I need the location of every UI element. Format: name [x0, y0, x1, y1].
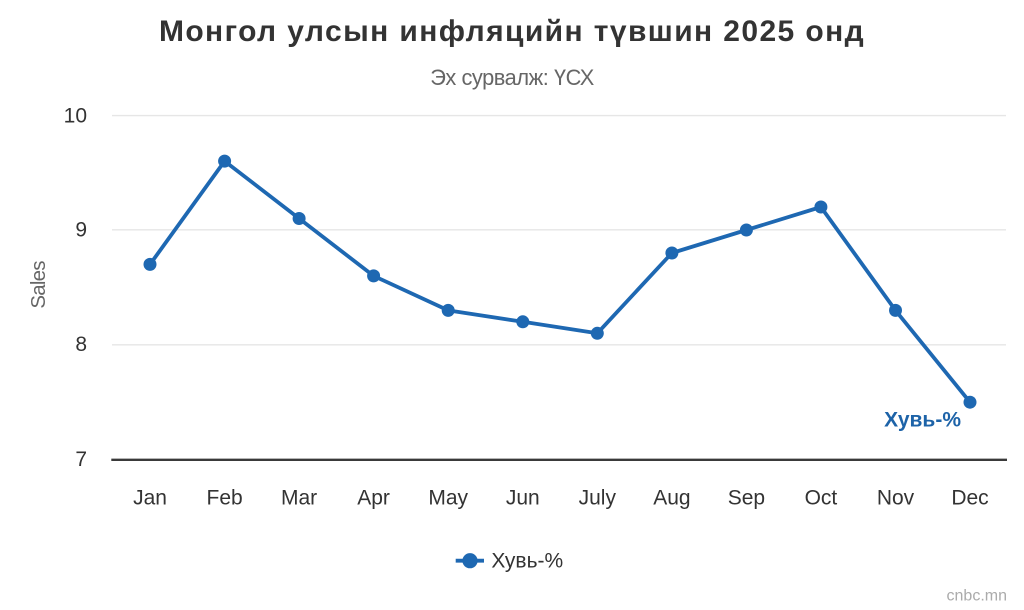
- svg-text:Oct: Oct: [805, 487, 838, 510]
- svg-text:9: 9: [75, 219, 87, 242]
- svg-text:Nov: Nov: [877, 487, 915, 510]
- svg-text:Aug: Aug: [653, 487, 690, 510]
- svg-text:Sep: Sep: [728, 487, 765, 510]
- svg-text:Jan: Jan: [133, 487, 167, 510]
- svg-text:Jun: Jun: [506, 487, 540, 510]
- svg-text:7: 7: [75, 448, 87, 471]
- svg-text:Хувь-%: Хувь-%: [884, 409, 961, 432]
- svg-text:Apr: Apr: [357, 487, 390, 510]
- svg-text:cnbc.mn: cnbc.mn: [947, 588, 1007, 605]
- svg-text:Sales: Sales: [27, 261, 50, 309]
- svg-text:8: 8: [75, 333, 87, 356]
- svg-text:Feb: Feb: [207, 487, 243, 510]
- svg-text:10: 10: [64, 104, 87, 127]
- svg-text:May: May: [428, 487, 468, 510]
- svg-text:Dec: Dec: [951, 487, 988, 510]
- svg-text:July: July: [579, 487, 617, 510]
- svg-text:Хувь-%: Хувь-%: [491, 550, 563, 573]
- svg-text:Mar: Mar: [281, 487, 317, 510]
- svg-text:Эх сурвалж: ҮСХ: Эх сурвалж: ҮСХ: [430, 65, 595, 90]
- svg-text:Монгол улсын инфляцийн түвшин: Монгол улсын инфляцийн түвшин 2025 онд: [159, 15, 865, 48]
